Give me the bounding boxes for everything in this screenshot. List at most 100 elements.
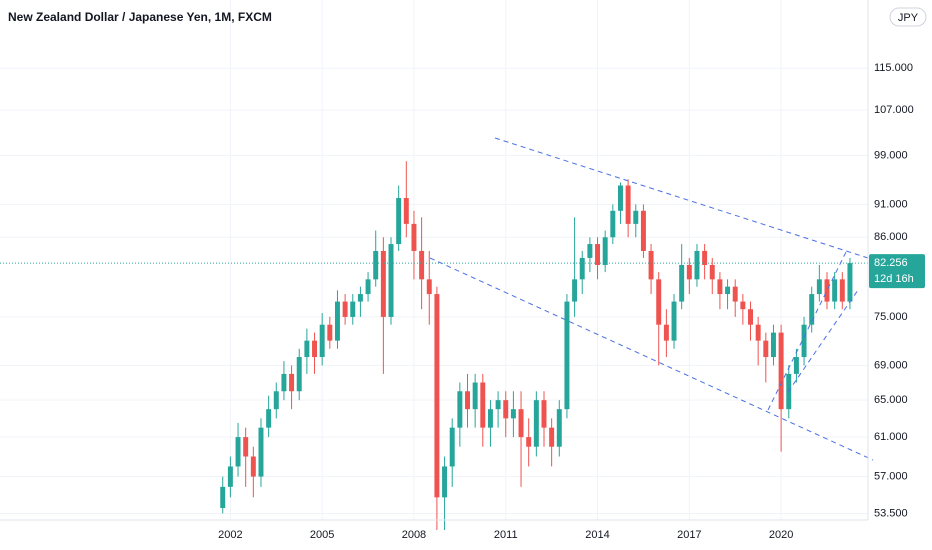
candle-body: [640, 210, 646, 251]
candle-body: [449, 427, 455, 467]
candle-body: [579, 257, 585, 280]
candle-body: [373, 250, 379, 280]
candle-body: [702, 250, 708, 265]
candle-body: [495, 400, 501, 410]
candle-body: [220, 486, 226, 509]
y-tick-label: 69.000: [874, 359, 908, 371]
candle-body: [334, 301, 340, 341]
candle-body: [709, 264, 715, 280]
y-tick-label: 75.000: [874, 311, 908, 323]
candle-body: [648, 250, 654, 280]
x-tick-label: 2011: [494, 529, 518, 541]
candle-body: [357, 294, 363, 302]
candle-body: [625, 185, 631, 224]
trend-line: [787, 289, 859, 393]
candle-body: [725, 286, 731, 295]
candle-body: [595, 244, 601, 265]
candle-body: [686, 264, 692, 280]
candle-body: [472, 382, 478, 410]
currency-badge[interactable]: [889, 7, 927, 27]
axes: 53.500 57.000 61.000 65.000 69.000 75.000 86.0…: [218, 62, 925, 541]
candle-body: [564, 301, 570, 410]
candle-body: [327, 324, 333, 341]
candle-body: [602, 237, 608, 265]
y-tick-label: 115.000: [874, 62, 913, 74]
candle-body: [426, 279, 432, 295]
candle-body: [610, 210, 616, 238]
candle-body: [633, 210, 639, 224]
candle-body: [556, 409, 562, 447]
candle-body: [350, 301, 356, 317]
candle-body: [671, 301, 677, 341]
candle-body: [442, 466, 448, 498]
candle-body: [832, 279, 838, 302]
candle-body: [533, 400, 539, 447]
candle-body: [289, 373, 295, 392]
candle-body: [510, 409, 516, 419]
candle-body: [801, 324, 807, 358]
candle-body: [793, 357, 799, 374]
trend-lines: [429, 137, 874, 461]
candle-body: [663, 324, 669, 341]
x-tick-label: 2020: [769, 529, 793, 541]
candle-body: [694, 250, 700, 280]
currency-label[interactable]: JPY: [898, 12, 919, 24]
candle-body: [755, 324, 761, 341]
candle-body: [304, 340, 310, 358]
x-tick-label: 2014: [585, 529, 609, 541]
trend-line: [429, 257, 874, 461]
candle-body: [770, 332, 776, 358]
candle-body: [250, 456, 256, 477]
y-tick-label: 107.000: [874, 104, 914, 116]
candle-body: [847, 263, 853, 302]
candle-body: [816, 279, 822, 295]
candle-body: [396, 198, 402, 245]
candle-body: [380, 250, 386, 317]
candle-body: [419, 250, 425, 280]
candle-body: [457, 391, 463, 428]
candle-body: [717, 279, 723, 295]
countdown-label: 12d 16h: [874, 273, 914, 285]
candle-body: [732, 286, 738, 302]
candle-body: [526, 437, 532, 447]
candle-body: [342, 301, 348, 317]
candle-body: [388, 244, 394, 317]
candle-body: [541, 400, 547, 428]
y-tick-label: 57.000: [874, 470, 908, 482]
x-tick-label: 2005: [310, 529, 334, 541]
y-tick-label: 99.000: [874, 149, 908, 161]
chart-title: New Zealand Dollar / Japanese Yen, 1M, F…: [8, 10, 272, 24]
candle-body: [617, 185, 623, 211]
candle-body: [273, 391, 279, 410]
candle-body: [763, 340, 769, 358]
candle-body: [656, 279, 662, 325]
candle-body: [243, 437, 249, 457]
candle-body: [235, 437, 241, 467]
x-tick-label: 2008: [402, 529, 426, 541]
candles: [0, 161, 868, 530]
candle-body: [296, 357, 302, 392]
candle-body: [465, 391, 470, 410]
candle-body: [740, 301, 746, 310]
candle-body: [411, 223, 417, 251]
candle-body: [227, 466, 233, 487]
candle-body: [572, 279, 578, 302]
candle-body: [266, 409, 272, 428]
y-tick-label: 86.000: [874, 231, 908, 243]
candle-body: [518, 409, 524, 438]
candle-body: [258, 427, 264, 477]
trend-line: [767, 251, 847, 411]
candle-body: [281, 373, 287, 392]
candle-body: [487, 409, 493, 428]
y-tick-label: 91.000: [874, 198, 908, 210]
candle-body: [839, 279, 845, 302]
trend-line: [494, 137, 869, 259]
candle-body: [778, 332, 784, 410]
candle-body: [434, 294, 440, 498]
y-tick-label: 61.000: [874, 431, 908, 443]
candle-body: [312, 340, 318, 358]
candle-body: [319, 324, 325, 358]
x-tick-label: 2002: [218, 529, 242, 541]
